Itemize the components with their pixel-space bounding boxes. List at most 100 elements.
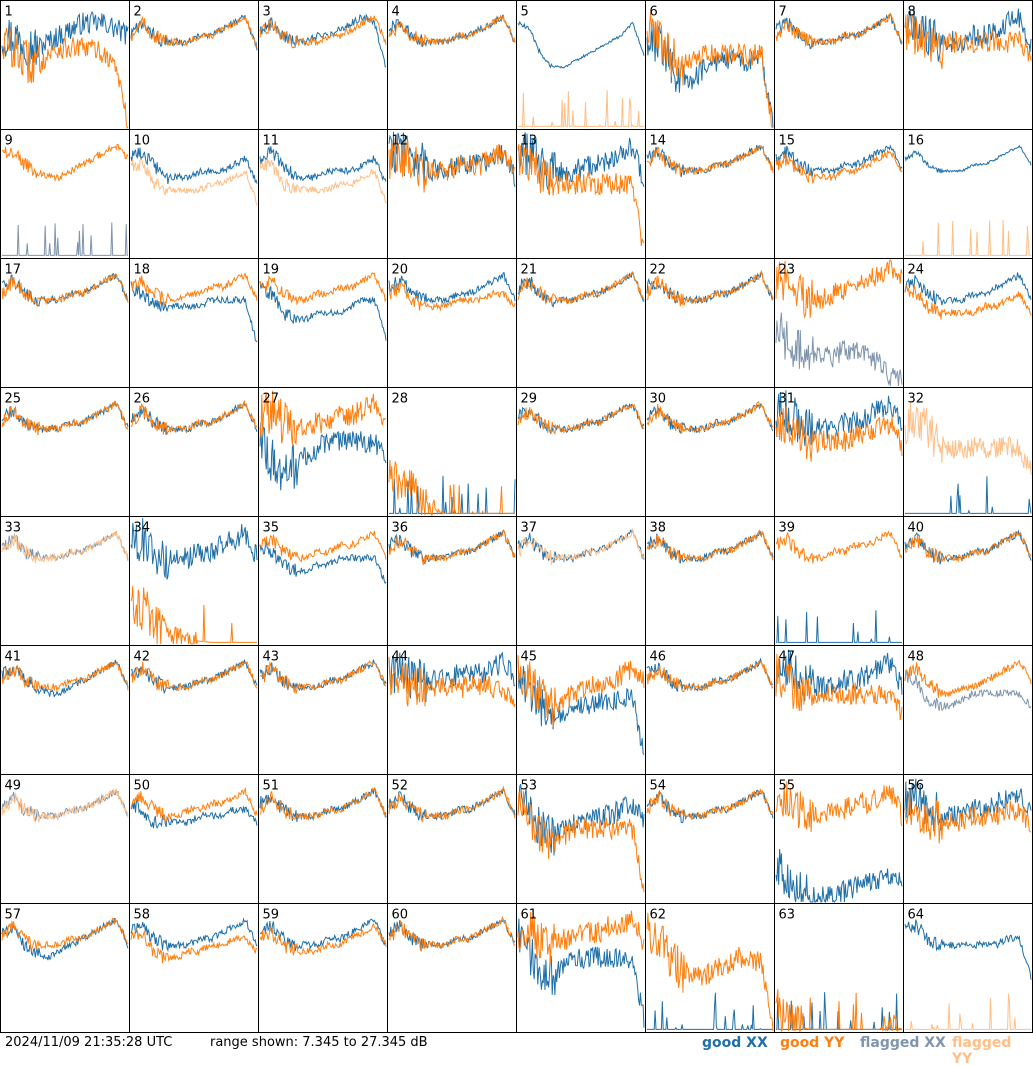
panel-label: 13 [521, 134, 538, 149]
series-flagged-yy [1, 531, 129, 564]
panel-label: 33 [5, 521, 22, 536]
series-flagged-xx [775, 312, 903, 387]
panel-27: 27 [258, 387, 388, 517]
series-good-yy [1, 273, 129, 308]
series-good-yy [904, 283, 1032, 320]
panel-label: 10 [134, 134, 151, 149]
panel-frame [903, 387, 1033, 517]
panel-label: 27 [263, 392, 280, 407]
series-good-yy [259, 15, 387, 49]
panel-3: 3 [258, 0, 388, 130]
panel-label: 38 [650, 521, 667, 536]
series-good-yy [1, 143, 129, 182]
series-good-yy [517, 910, 645, 964]
series-good-xx [130, 917, 258, 952]
range-label: range shown: 7.345 to 27.345 dB [210, 1035, 428, 1050]
panel-60: 60 [387, 903, 517, 1033]
panel-label: 46 [650, 650, 667, 665]
series-flagged-yy [1, 787, 129, 823]
series-good-yy [775, 148, 903, 184]
panel-label: 60 [392, 908, 409, 923]
panel-40: 40 [903, 516, 1033, 646]
panel-53: 53 [516, 774, 646, 904]
panel-label: 56 [908, 779, 925, 794]
series-good-yy [1, 917, 129, 951]
panel-2: 2 [129, 0, 259, 130]
panel-label: 50 [134, 779, 151, 794]
timestamp-label: 2024/11/09 21:35:28 UTC [5, 1035, 173, 1050]
series-good-xx [517, 655, 645, 755]
panel-17: 17 [0, 258, 130, 388]
panel-label: 30 [650, 392, 667, 407]
panel-label: 23 [779, 263, 796, 278]
panel-label: 4 [392, 5, 400, 20]
panel-22: 22 [645, 258, 775, 388]
footer-bar: 2024/11/09 21:35:28 UTC range shown: 7.3… [0, 1033, 1033, 1067]
series-good-yy [904, 787, 1032, 844]
panel-58: 58 [129, 903, 259, 1033]
series-good-yy [775, 259, 903, 319]
series-good-yy [517, 271, 645, 305]
panel-label: 57 [5, 908, 22, 923]
panel-label: 28 [392, 392, 409, 407]
panel-frame [258, 903, 388, 1033]
series-good-xx [647, 992, 773, 1030]
panel-31: 31 [774, 387, 904, 517]
panel-43: 43 [258, 645, 388, 775]
panel-label: 6 [650, 5, 658, 20]
panel-frame [129, 903, 259, 1033]
series-good-yy [388, 459, 515, 516]
panel-label: 32 [908, 392, 925, 407]
series-good-xx [517, 918, 645, 1028]
panel-label: 17 [5, 263, 22, 278]
legend-flagged-xx: flagged XX [860, 1035, 946, 1051]
panel-label: 37 [521, 521, 538, 536]
series-good-yy [646, 529, 774, 563]
series-flagged-yy [904, 402, 1032, 475]
panel-frame [258, 129, 388, 259]
panel-50: 50 [129, 774, 259, 904]
series-good-yy [388, 529, 516, 566]
panel-32: 32 [903, 387, 1033, 517]
panel-label: 62 [650, 908, 667, 923]
panel-24: 24 [903, 258, 1033, 388]
panel-label: 61 [521, 908, 538, 923]
series-good-yy [130, 787, 258, 823]
series-good-yy [646, 660, 774, 693]
panel-label: 8 [908, 5, 916, 20]
panel-label: 16 [908, 134, 925, 149]
series-good-yy [130, 272, 258, 306]
series-good-xx [388, 272, 516, 305]
panel-18: 18 [129, 258, 259, 388]
series-flagged-xx [904, 670, 1032, 712]
series-flagged-yy [259, 158, 387, 204]
panel-44: 44 [387, 645, 517, 775]
panel-label: 52 [392, 779, 409, 794]
series-good-yy [517, 143, 645, 247]
series-good-xx [130, 281, 258, 343]
series-good-xx [130, 659, 258, 694]
panel-36: 36 [387, 516, 517, 646]
series-good-xx [646, 145, 774, 178]
panel-label: 31 [779, 392, 796, 407]
series-good-yy [388, 138, 516, 193]
panel-26: 26 [129, 387, 259, 517]
series-good-xx [517, 20, 645, 69]
series-good-xx [517, 132, 645, 191]
series-good-yy [130, 14, 258, 48]
panel-frame [774, 129, 904, 259]
series-good-yy [646, 912, 774, 1032]
series-good-yy [1, 660, 129, 693]
panel-frame [774, 645, 904, 775]
panel-label: 55 [779, 779, 796, 794]
series-good-yy [646, 787, 774, 821]
panel-frame [903, 645, 1033, 775]
series-flagged-yy [130, 158, 258, 206]
panel-label: 19 [263, 263, 280, 278]
panel-46: 46 [645, 645, 775, 775]
panel-51: 51 [258, 774, 388, 904]
series-good-yy [130, 400, 258, 435]
panel-frame [903, 774, 1033, 904]
panel-59: 59 [258, 903, 388, 1033]
panel-label: 49 [5, 779, 22, 794]
